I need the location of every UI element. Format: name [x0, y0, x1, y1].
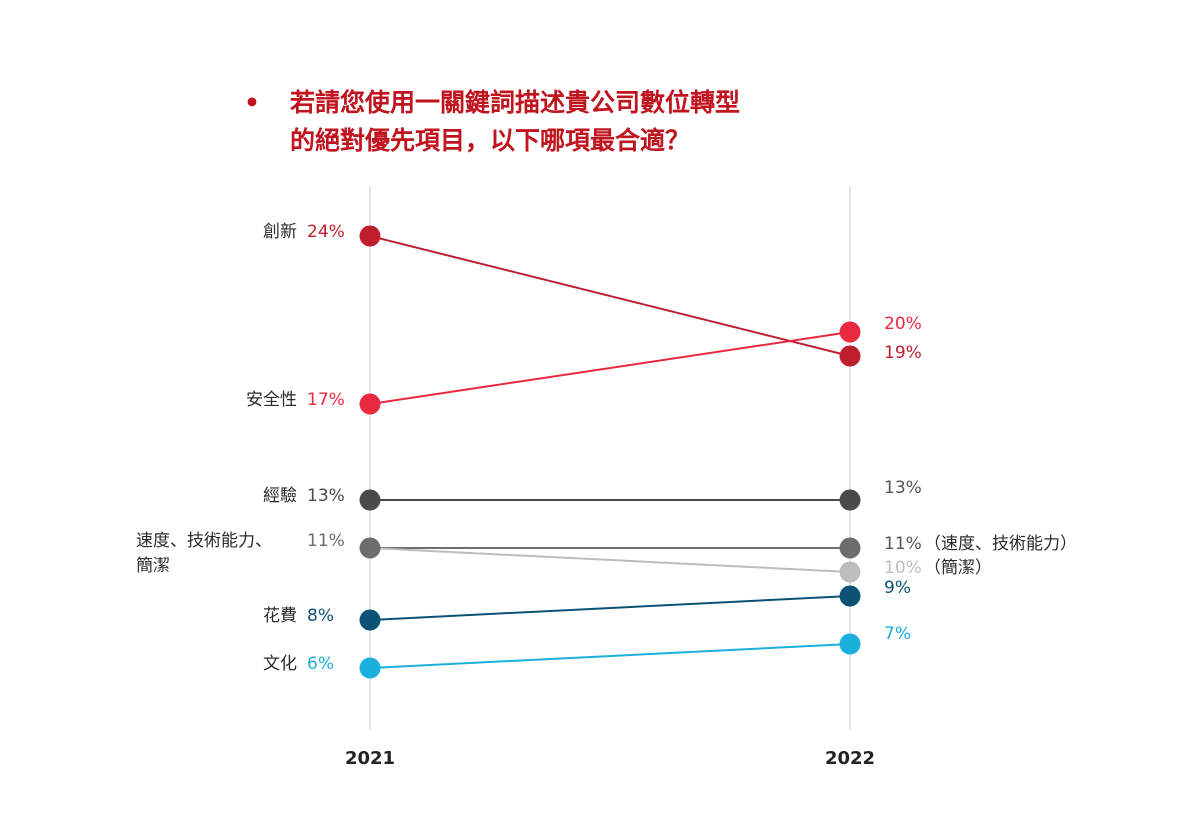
data-label-2021-6: 6% [307, 654, 334, 674]
data-label-2021-1: 17% [307, 390, 345, 410]
point-2022-5 [839, 585, 861, 607]
data-label-2022-3: 11% [884, 534, 922, 554]
series-tag-2022-4: （簡潔） [924, 558, 992, 578]
category-label-2021-3-line2: 簡潔 [136, 556, 170, 576]
data-label-2021-0: 24% [307, 222, 345, 242]
data-label-2022-2: 13% [884, 478, 922, 498]
title-line-1: 若請您使用一關鍵詞描述貴公司數位轉型 [290, 88, 741, 117]
point-2021-3 [359, 537, 381, 559]
data-label-2022-0: 19% [884, 343, 922, 363]
point-2022-6 [839, 633, 861, 655]
data-label-2022-1: 20% [884, 314, 922, 334]
data-label-2021-3: 11% [307, 531, 345, 551]
category-label-2021-0: 創新 [263, 222, 297, 242]
data-label-2022-4: 10% [884, 558, 922, 578]
title-line-2: 的絕對優先項目，以下哪項最合適？ [290, 126, 691, 155]
category-label-2021-3: 速度、技術能力、 [136, 531, 272, 551]
series-line-0 [369, 235, 851, 357]
category-label-2021-1: 安全性 [246, 390, 297, 410]
series-line-5 [369, 595, 851, 621]
category-label-2021-4: 花費 [263, 606, 297, 626]
point-2021-2 [359, 489, 381, 511]
category-label-2021-2: 經驗 [263, 486, 297, 506]
title-bullet: • [244, 88, 260, 117]
series-line-1 [369, 331, 851, 405]
data-label-2021-2: 13% [307, 486, 345, 506]
x-tick-2021: 2021 [345, 748, 395, 769]
data-label-2022-5: 9% [884, 578, 911, 598]
series-tag-2022-3: （速度、技術能力） [924, 534, 1077, 554]
point-2022-2 [839, 489, 861, 511]
category-label-2021-5: 文化 [263, 654, 297, 674]
series-line-4 [369, 547, 851, 573]
data-label-2022-6: 7% [884, 624, 911, 644]
point-2022-4 [839, 561, 861, 583]
series-line-6 [369, 643, 851, 669]
title-text: 若請您使用一關鍵詞描述貴公司數位轉型 的絕對優先項目，以下哪項最合適？ [290, 84, 740, 160]
point-2021-6 [359, 657, 381, 679]
point-2022-3 [839, 537, 861, 559]
x-tick-2022: 2022 [825, 748, 875, 769]
point-2022-1 [839, 321, 861, 343]
point-2021-1 [359, 393, 381, 415]
point-2022-0 [839, 345, 861, 367]
data-label-2021-5: 8% [307, 606, 334, 626]
point-2021-5 [359, 609, 381, 631]
point-2021-0 [359, 225, 381, 247]
